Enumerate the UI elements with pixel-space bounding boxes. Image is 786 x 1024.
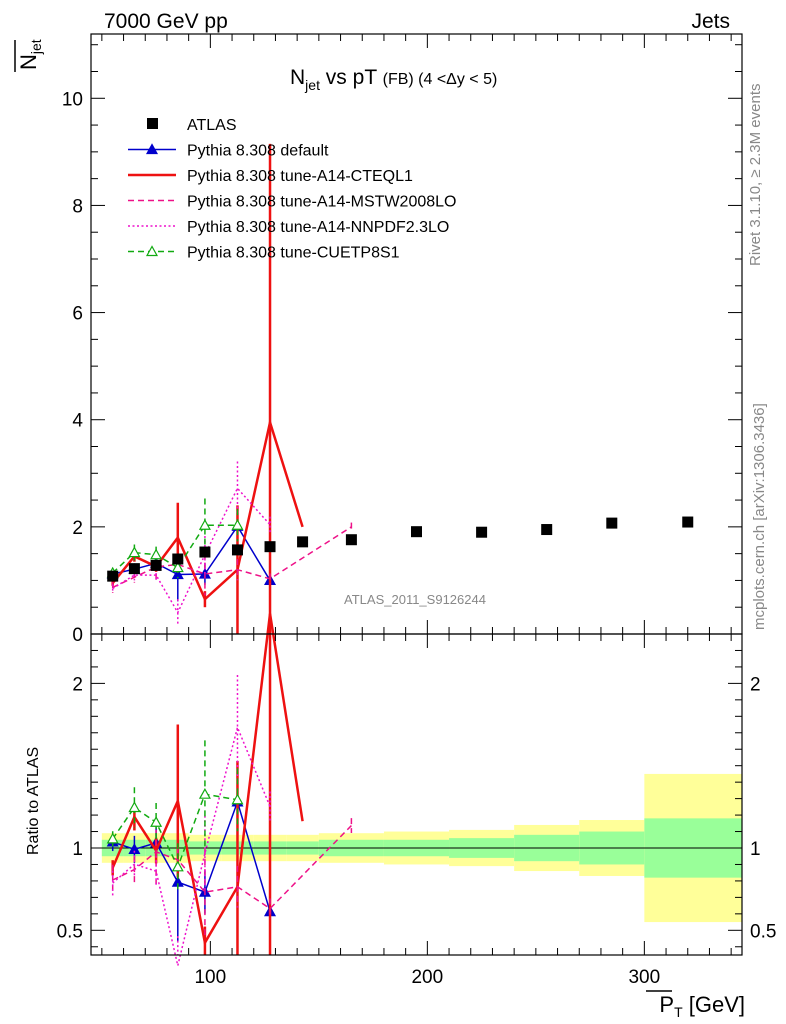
ratio-plot: 100 200 300 0.5 0.5 1 1 2 2 [57,613,776,988]
ratio-y-tick-label: 2 [72,674,83,695]
legend-label-data: ATLAS [187,117,237,134]
legend-label-2: Pythia 8.308 tune-A14-MSTW2008LO [187,194,456,211]
data-marker [107,570,119,582]
ratio-series-line [111,613,304,947]
x-axis-label-sub: T [674,1004,683,1020]
title-main: N [290,66,305,89]
mcplots-label: mcplots.cern.ch [arXiv:1306.3436] [751,403,768,630]
series-marker [106,832,119,844]
chart-title: Njet vs pT (FB) (4 <Δy < 5) [290,66,497,93]
series-marker [128,801,141,813]
data-marker [606,517,618,529]
jets-label: Jets [691,10,730,33]
title-sub: jet [304,77,320,93]
legend-label-0: Pythia 8.308 default [187,143,329,160]
series-marker [231,793,244,805]
series-line [112,526,352,589]
y-tick-label: 4 [72,411,83,432]
data-marker [345,534,357,546]
series-line [111,417,304,602]
y-tick-label: 8 [72,196,83,217]
x-tick-label: 300 [628,967,660,988]
data-points [107,516,694,582]
legend-marker-4 [145,245,159,257]
series-marker [198,787,211,799]
data-marker [172,553,184,565]
legend-label-1: Pythia 8.308 tune-A14-CTEQL1 [187,168,413,185]
series-marker [198,519,211,530]
y-axis-label-sym: N [16,54,41,70]
y-axis-label-sub: jet [28,39,44,55]
ratio-series-line [112,825,352,910]
series-line [112,486,271,615]
series-marker [171,561,184,573]
series-marker [128,843,141,854]
series-4 [106,498,244,579]
svg-text:Njet: Njet [16,39,44,70]
y-tick-label: 0 [72,625,83,646]
ratio-y-tick-label-right: 0.5 [750,921,776,942]
data-marker [128,563,140,575]
series-marker [231,519,244,530]
legend-marker-0 [145,143,159,155]
ratio-series-line [112,725,271,966]
x-tick-label: 100 [194,967,226,988]
series-marker [171,860,184,872]
series-1 [111,143,304,634]
data-marker [264,541,276,553]
ratio-series-4 [106,740,244,891]
analysis-watermark: ATLAS_2011_S9126244 [344,592,486,607]
ratio-y-tick-label: 1 [72,839,83,860]
y-tick-label: 2 [72,518,83,539]
data-marker [231,544,243,556]
x-axis-label-unit: [GeV] [683,992,745,1017]
series-marker [128,546,141,558]
main-plot: 0 2 4 6 8 10 [62,33,743,646]
legend-label-4: Pythia 8.308 tune-CUETP8S1 [187,245,400,262]
y-tick-label: 6 [72,304,83,325]
title-rest: vs pT [320,66,383,89]
x-axis-label-sym: P [659,992,674,1017]
ratio-series-3 [111,674,271,966]
legend-label-3: Pythia 8.308 tune-A14-NNPDF2.3LO [187,219,449,236]
ratio-frame [90,633,743,956]
y-axis-label: Njet [14,39,44,72]
series-marker [171,568,184,580]
y-tick-label: 10 [62,89,83,110]
ratio-series-line [112,793,238,869]
data-marker [297,536,309,548]
ratio-y-tick-label: 0.5 [57,921,83,942]
ratio-y-tick-label-right: 1 [750,839,761,860]
series-3 [111,461,271,626]
rivet-label: Rivet 3.1.10, ≥ 2.3M events [747,84,764,267]
ratio-axis-label: Ratio to ATLAS [25,747,42,855]
data-marker [411,526,422,538]
x-axis-label: PT [GeV] [646,990,745,1020]
legend-marker-data [147,118,158,129]
ratio-y-tick-label-right: 2 [750,674,761,695]
series-marker [150,816,163,827]
data-marker [541,524,553,536]
data-marker [476,526,488,538]
energy-label: 7000 GeV pp [104,10,228,33]
data-marker [150,559,162,571]
series-marker [150,548,163,560]
svg-text:PT [GeV]: PT [GeV] [659,992,745,1020]
legend: ATLAS Pythia 8.308 default Pythia 8.308 tu… [128,117,456,262]
data-marker [682,516,694,528]
data-marker [199,546,211,558]
x-tick-label: 200 [411,967,443,988]
title-small: (FB) (4 <Δy < 5) [383,71,498,88]
